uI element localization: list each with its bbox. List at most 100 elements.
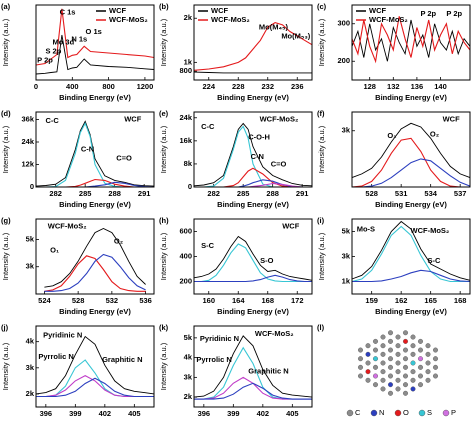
atom xyxy=(418,356,424,362)
spectrum-line xyxy=(193,335,313,398)
spectrum-line xyxy=(36,377,154,398)
atom xyxy=(373,382,379,388)
y-tick-label: 4k xyxy=(184,353,193,362)
legend-swatch xyxy=(346,409,354,417)
y-tick-label: 2k xyxy=(26,389,35,398)
atom xyxy=(403,330,409,336)
spectrum-line xyxy=(193,71,312,74)
spectrum-line xyxy=(44,253,146,292)
y-axis-label: Intensity (a.u.) xyxy=(1,342,10,390)
spectrum-line xyxy=(35,34,155,75)
spectrum-line xyxy=(194,382,312,400)
x-tick-label: 159 xyxy=(365,296,378,305)
annotation: P 2p xyxy=(420,9,436,18)
annotation: Mo 3d xyxy=(53,37,75,46)
y-axis-label: Intensity (a.u.) xyxy=(159,125,168,173)
spectrum-line xyxy=(351,19,471,62)
x-axis-label: Binding Energy (eV) xyxy=(217,200,289,209)
x-tick-label: 165 xyxy=(424,296,437,305)
y-axis-label: Intensity (a.u.) xyxy=(159,18,168,66)
atom xyxy=(425,360,431,366)
peak-label: C-O-H xyxy=(248,132,270,141)
plot-frame xyxy=(35,325,155,408)
spectrum-line xyxy=(193,22,313,71)
atom xyxy=(380,377,386,383)
atom xyxy=(395,351,401,357)
x-tick-label: 528 xyxy=(365,189,378,198)
plot-frame xyxy=(351,111,471,188)
atom xyxy=(395,360,401,366)
spectrum-line xyxy=(351,122,471,179)
x-axis-label: Binding Energy (eV) xyxy=(375,200,447,209)
atom xyxy=(395,334,401,340)
spectrum-line xyxy=(194,274,312,283)
y-axis-label: Intensity (a.u.) xyxy=(317,18,326,66)
y-axis-label: Intensity (a.u.) xyxy=(1,18,10,66)
panel-label: (a) xyxy=(1,2,11,11)
panel-label: (c) xyxy=(317,2,327,11)
atom xyxy=(433,364,439,370)
x-tick-label: 285 xyxy=(79,189,92,198)
atom xyxy=(410,360,416,366)
y-tick-label: 3k xyxy=(184,372,193,381)
spectrum-line xyxy=(193,235,313,281)
y-axis-label: Intensity (a.u.) xyxy=(1,125,10,173)
y-axis-label: Intensity (a.u.) xyxy=(317,232,326,280)
x-axis-label: Binding Energy (eV) xyxy=(59,307,131,316)
peak-label: O₂ xyxy=(114,236,123,245)
x-tick-label: 396 xyxy=(198,409,211,418)
x-axis-label: Binding Energy (eV) xyxy=(59,93,131,102)
peak-label: Graphitic N xyxy=(102,355,142,364)
legend-label: C xyxy=(355,408,361,417)
atom xyxy=(373,338,379,344)
x-tick-label: 162 xyxy=(395,296,408,305)
x-tick-label: 136 xyxy=(411,82,424,91)
sample-tag: WCF-MoS₂ xyxy=(255,329,294,338)
x-tick-label: 160 xyxy=(202,296,215,305)
spectrum-line xyxy=(352,158,471,188)
atom xyxy=(418,364,424,370)
legend-swatch xyxy=(370,409,378,417)
legend-swatch xyxy=(418,409,426,417)
annotation: P 2p xyxy=(37,55,53,64)
atom xyxy=(403,382,409,388)
y-tick-label: 24k xyxy=(21,137,34,146)
atom xyxy=(358,373,364,379)
x-tick-label: 534 xyxy=(424,189,437,198)
plot-frame xyxy=(35,111,155,188)
atom xyxy=(403,364,409,370)
annotation: Mo(M₅₃) xyxy=(281,31,310,40)
atom xyxy=(410,343,416,349)
y-axis-label: Intensity (a.u.) xyxy=(159,232,168,280)
atom xyxy=(388,347,394,353)
panel-label: (h) xyxy=(159,216,169,225)
annotation: C 1s xyxy=(60,7,76,16)
x-axis-label: Binding Energy (eV) xyxy=(375,93,447,102)
atom xyxy=(410,377,416,383)
y-tick-label: 12k xyxy=(21,159,34,168)
peak-label: Graphitic N xyxy=(248,366,288,375)
y-tick-label: 4k xyxy=(26,337,35,346)
atom xyxy=(410,386,416,392)
peak-label: O₁ xyxy=(387,131,396,140)
x-tick-label: 291 xyxy=(138,189,151,198)
atom xyxy=(410,351,416,357)
atom xyxy=(395,343,401,349)
atom xyxy=(365,351,371,357)
annotation: N 1s xyxy=(71,34,87,43)
x-tick-label: 399 xyxy=(227,409,240,418)
x-tick-label: 285 xyxy=(237,189,250,198)
atom xyxy=(433,356,439,362)
atom xyxy=(388,382,394,388)
legend-label: WCF xyxy=(211,6,228,15)
plot-frame xyxy=(193,111,313,188)
x-axis-label: Binding Energy (eV) xyxy=(375,307,447,316)
atom xyxy=(403,390,409,396)
y-tick-label: 2k xyxy=(184,392,193,401)
atom xyxy=(433,373,439,379)
x-axis-label: Binding Energy (eV) xyxy=(217,93,289,102)
atom xyxy=(388,356,394,362)
atom xyxy=(388,338,394,344)
y-tick-label: 5k xyxy=(184,333,193,342)
